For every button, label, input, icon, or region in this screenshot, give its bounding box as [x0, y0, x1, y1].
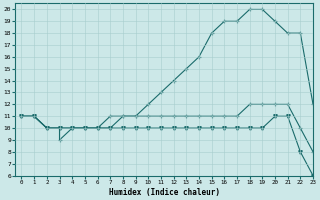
X-axis label: Humidex (Indice chaleur): Humidex (Indice chaleur)	[108, 188, 220, 197]
